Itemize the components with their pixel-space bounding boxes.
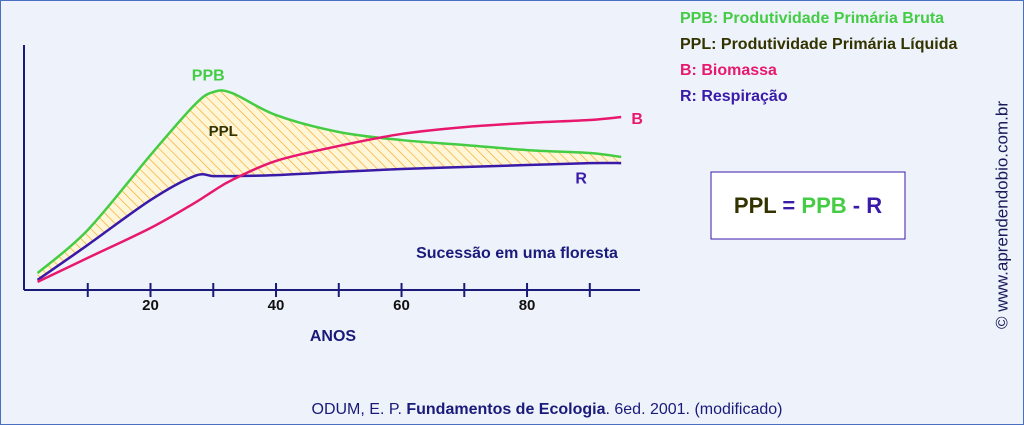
legend-entry: PPB: Produtividade Primária Bruta [680, 10, 944, 27]
credit: © www.aprendendobio.com.br [992, 101, 1011, 329]
formula: PPL = PPB - R [734, 193, 882, 218]
series-label: R [575, 170, 587, 187]
citation: ODUM, E. P. Fundamentos de Ecologia. 6ed… [312, 401, 783, 418]
x-axis-label: ANOS [310, 328, 357, 345]
formula-part: R [866, 193, 882, 218]
legend-entry: B: Biomassa [680, 62, 777, 79]
citation-author: ODUM, E. P. [312, 401, 402, 418]
formula-part: PPB [801, 193, 846, 218]
formula-box [710, 171, 906, 240]
formula-part: = [782, 193, 795, 218]
x-tick-label: 80 [519, 297, 536, 314]
legend-entry: PPL: Produtividade Primária Líquida [680, 36, 957, 53]
legend-entry: R: Respiração [680, 88, 788, 105]
series-label: B [631, 111, 643, 128]
series-label: PPB [192, 67, 225, 84]
x-tick-label: 20 [142, 297, 159, 314]
formula-part: - [853, 193, 860, 218]
x-tick-label: 60 [393, 297, 410, 314]
citation-rest: . 6ed. 2001. (modificado) [605, 401, 782, 418]
area-label: PPL [209, 123, 238, 140]
citation-title: Fundamentos de Ecologia [406, 401, 605, 418]
area-fill [37, 90, 622, 280]
x-tick-label: 40 [268, 297, 285, 314]
line [36, 161, 622, 281]
line [37, 115, 622, 284]
annotation: Sucessão em uma floresta [416, 245, 618, 262]
formula-part: PPL [734, 193, 776, 218]
line [36, 89, 622, 275]
